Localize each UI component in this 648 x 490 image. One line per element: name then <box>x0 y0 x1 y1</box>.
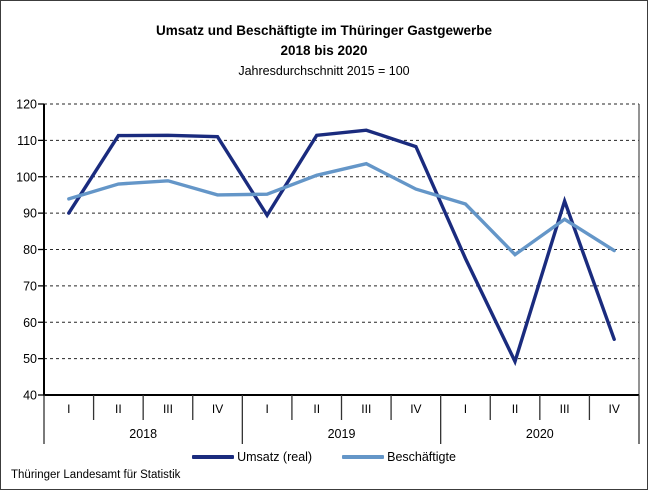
beschaeftigte-line <box>67 161 616 257</box>
umsatz-line-swatch <box>192 455 235 459</box>
y-tick-label: 70 <box>23 279 37 293</box>
source-note: Thüringer Landesamt für Statistik <box>11 469 181 481</box>
quarter-label: II <box>512 402 519 416</box>
quarter-label: II <box>313 402 320 416</box>
y-tick-label: 110 <box>17 134 37 148</box>
chart-subtitle: Jahresdurchschnitt 2015 = 100 <box>238 64 410 78</box>
chart-title-line-2: 2018 bis 2020 <box>280 43 368 58</box>
quarter-label: III <box>163 402 173 416</box>
quarter-label: IV <box>212 402 223 416</box>
quarter-label: III <box>560 402 570 416</box>
year-label: 2018 <box>129 427 157 441</box>
y-tick-label: 60 <box>23 316 37 330</box>
y-tick-label: 40 <box>23 389 37 403</box>
quarter-label: I <box>265 402 268 416</box>
chart-title-line-1: Umsatz und Beschäftigte im Thüringer Gas… <box>155 23 493 38</box>
legend-item-umsatz: Umsatz (real) <box>192 450 312 464</box>
y-tick-label: 120 <box>16 98 37 112</box>
umsatz-line <box>67 128 616 367</box>
legend-label-umsatz: Umsatz (real) <box>237 450 313 464</box>
beschaeftigte-line-swatch <box>342 455 385 459</box>
y-tick-label: 100 <box>16 170 37 184</box>
chart-legend: Umsatz (real) Beschäftigte <box>1 450 647 464</box>
quarter-label: IV <box>410 402 421 416</box>
y-tick-label: 80 <box>23 243 37 257</box>
quarter-label: IV <box>609 402 620 416</box>
quarter-label: II <box>115 402 122 416</box>
y-tick-label: 50 <box>23 352 37 366</box>
quarter-label: III <box>361 402 371 416</box>
legend-item-beschaeftigte: Beschäftigte <box>342 450 456 464</box>
chart-header: Umsatz und Beschäftigte im Thüringer Gas… <box>1 21 647 80</box>
legend-label-beschaeftigte: Beschäftigte <box>387 450 456 464</box>
year-label: 2019 <box>328 427 356 441</box>
quarter-label: I <box>464 402 467 416</box>
quarter-label: I <box>67 402 70 416</box>
y-tick-label: 90 <box>23 207 37 221</box>
year-label: 2020 <box>526 427 554 441</box>
